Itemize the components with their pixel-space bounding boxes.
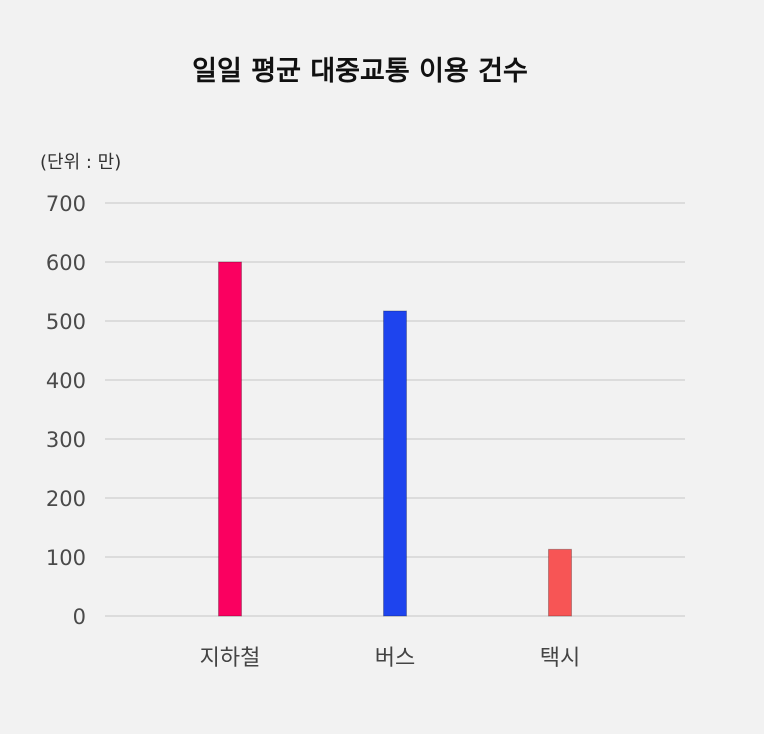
- y-tick-label: 500: [46, 310, 86, 334]
- y-tick-label: 600: [46, 251, 86, 275]
- x-category-label: 버스: [375, 646, 415, 671]
- y-tick-label: 0: [73, 605, 86, 629]
- bar-1: [383, 310, 407, 617]
- y-tick-label: 100: [46, 546, 86, 570]
- y-axis-ticks: 0 100 200 300 400 500 600 700: [46, 192, 86, 629]
- y-tick-label: 400: [46, 369, 86, 393]
- bar-0: [218, 261, 242, 617]
- bars: [218, 261, 572, 617]
- y-tick-label: 300: [46, 428, 86, 452]
- bar-2: [548, 548, 572, 617]
- chart-title: 일일 평균 대중교통 이용 건수: [192, 56, 528, 87]
- x-category-label: 지하철: [200, 646, 261, 671]
- x-axis-categories: 지하철 버스 택시: [200, 646, 581, 671]
- y-tick-label: 700: [46, 192, 86, 216]
- unit-label: (단위 : 만): [40, 152, 121, 173]
- x-category-label: 택시: [540, 646, 580, 671]
- y-tick-label: 200: [46, 487, 86, 511]
